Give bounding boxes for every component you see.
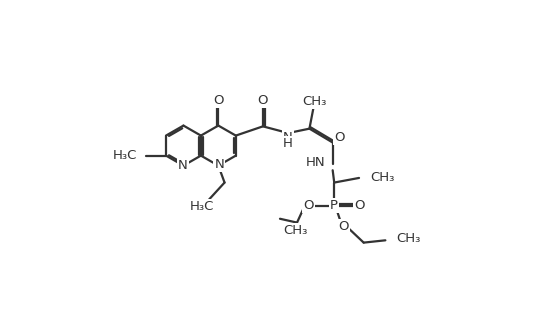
Text: N: N: [283, 131, 293, 144]
Text: O: O: [304, 199, 314, 212]
Text: CH₃: CH₃: [370, 171, 394, 184]
Text: N: N: [214, 158, 224, 171]
Text: O: O: [338, 220, 349, 233]
Text: O: O: [213, 94, 224, 107]
Text: P: P: [330, 199, 338, 212]
Text: CH₃: CH₃: [283, 224, 307, 237]
Text: H: H: [283, 137, 293, 150]
Text: N: N: [178, 159, 188, 172]
Text: O: O: [355, 199, 365, 212]
Text: O: O: [334, 131, 345, 144]
Text: CH₃: CH₃: [396, 232, 421, 245]
Text: H₃C: H₃C: [190, 200, 214, 213]
Text: HN: HN: [306, 156, 326, 169]
Text: CH₃: CH₃: [302, 95, 327, 108]
Text: H₃C: H₃C: [113, 149, 138, 162]
Text: O: O: [258, 94, 268, 107]
